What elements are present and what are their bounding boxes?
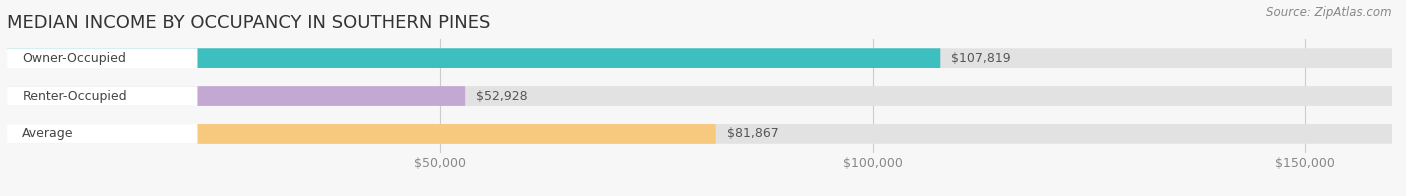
Text: MEDIAN INCOME BY OCCUPANCY IN SOUTHERN PINES: MEDIAN INCOME BY OCCUPANCY IN SOUTHERN P… xyxy=(7,14,491,32)
Text: Renter-Occupied: Renter-Occupied xyxy=(22,90,127,103)
FancyBboxPatch shape xyxy=(7,48,197,68)
Text: $107,819: $107,819 xyxy=(952,52,1011,65)
Text: Owner-Occupied: Owner-Occupied xyxy=(22,52,127,65)
FancyBboxPatch shape xyxy=(7,48,1392,68)
FancyBboxPatch shape xyxy=(7,124,197,144)
FancyBboxPatch shape xyxy=(7,124,716,144)
FancyBboxPatch shape xyxy=(7,48,941,68)
FancyBboxPatch shape xyxy=(7,124,1392,144)
FancyBboxPatch shape xyxy=(7,86,197,106)
Text: $52,928: $52,928 xyxy=(477,90,527,103)
Text: Average: Average xyxy=(22,127,73,140)
FancyBboxPatch shape xyxy=(7,86,465,106)
Text: $81,867: $81,867 xyxy=(727,127,779,140)
FancyBboxPatch shape xyxy=(7,86,1392,106)
Text: Source: ZipAtlas.com: Source: ZipAtlas.com xyxy=(1267,6,1392,19)
